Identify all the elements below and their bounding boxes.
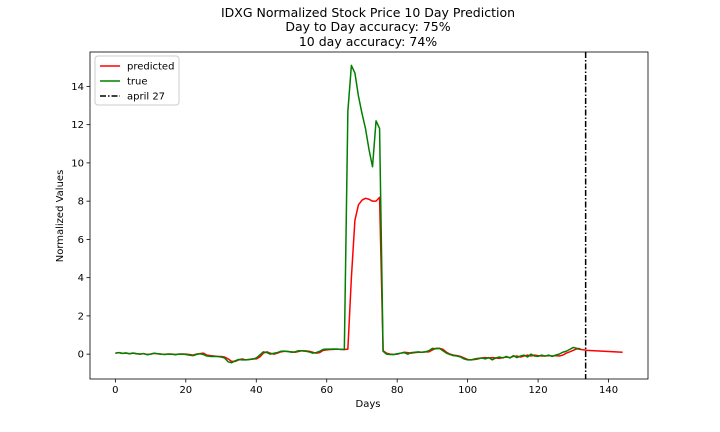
y-tick-label: 4 xyxy=(78,273,84,284)
legend-label-predicted: predicted xyxy=(127,62,174,73)
y-tick-label: 12 xyxy=(71,120,84,131)
series-group xyxy=(115,52,623,379)
x-tick-label: 0 xyxy=(112,385,118,396)
y-tick-label: 0 xyxy=(78,350,84,361)
legend-label-april-27: april 27 xyxy=(127,92,165,103)
x-tick-label: 100 xyxy=(458,385,477,396)
plot-area xyxy=(89,51,649,380)
chart-subtitle-ten-day-accuracy: 10 day accuracy: 74% xyxy=(299,34,437,49)
series-line-predicted xyxy=(115,196,623,363)
x-tick-label: 140 xyxy=(599,385,618,396)
x-tick-label: 120 xyxy=(529,385,548,396)
axis-ticks: 0 20 40 60 80 100 120 140 0 2 4 6 8 10 12 14 xyxy=(71,82,618,396)
chart-subtitle-day-accuracy: Day to Day accuracy: 75% xyxy=(285,19,450,34)
x-tick-label: 20 xyxy=(179,385,192,396)
chart-title: IDXG Normalized Stock Price 10 Day Predi… xyxy=(221,5,515,20)
series-line-true xyxy=(115,64,581,364)
x-tick-label: 60 xyxy=(320,385,333,396)
legend: predicted true april 27 xyxy=(94,55,180,106)
y-axis-label: Normalized Values xyxy=(55,170,66,263)
y-tick-label: 8 xyxy=(78,197,84,208)
legend-box xyxy=(94,55,180,106)
y-tick-label: 10 xyxy=(71,158,84,169)
plot-frame xyxy=(89,51,649,380)
x-axis-label: Days xyxy=(356,399,381,410)
legend-label-true: true xyxy=(127,77,148,88)
y-tick-label: 14 xyxy=(71,82,84,93)
x-tick-label: 80 xyxy=(391,385,404,396)
x-tick-label: 40 xyxy=(250,385,263,396)
y-tick-label: 2 xyxy=(78,311,84,322)
y-tick-label: 6 xyxy=(78,235,84,246)
